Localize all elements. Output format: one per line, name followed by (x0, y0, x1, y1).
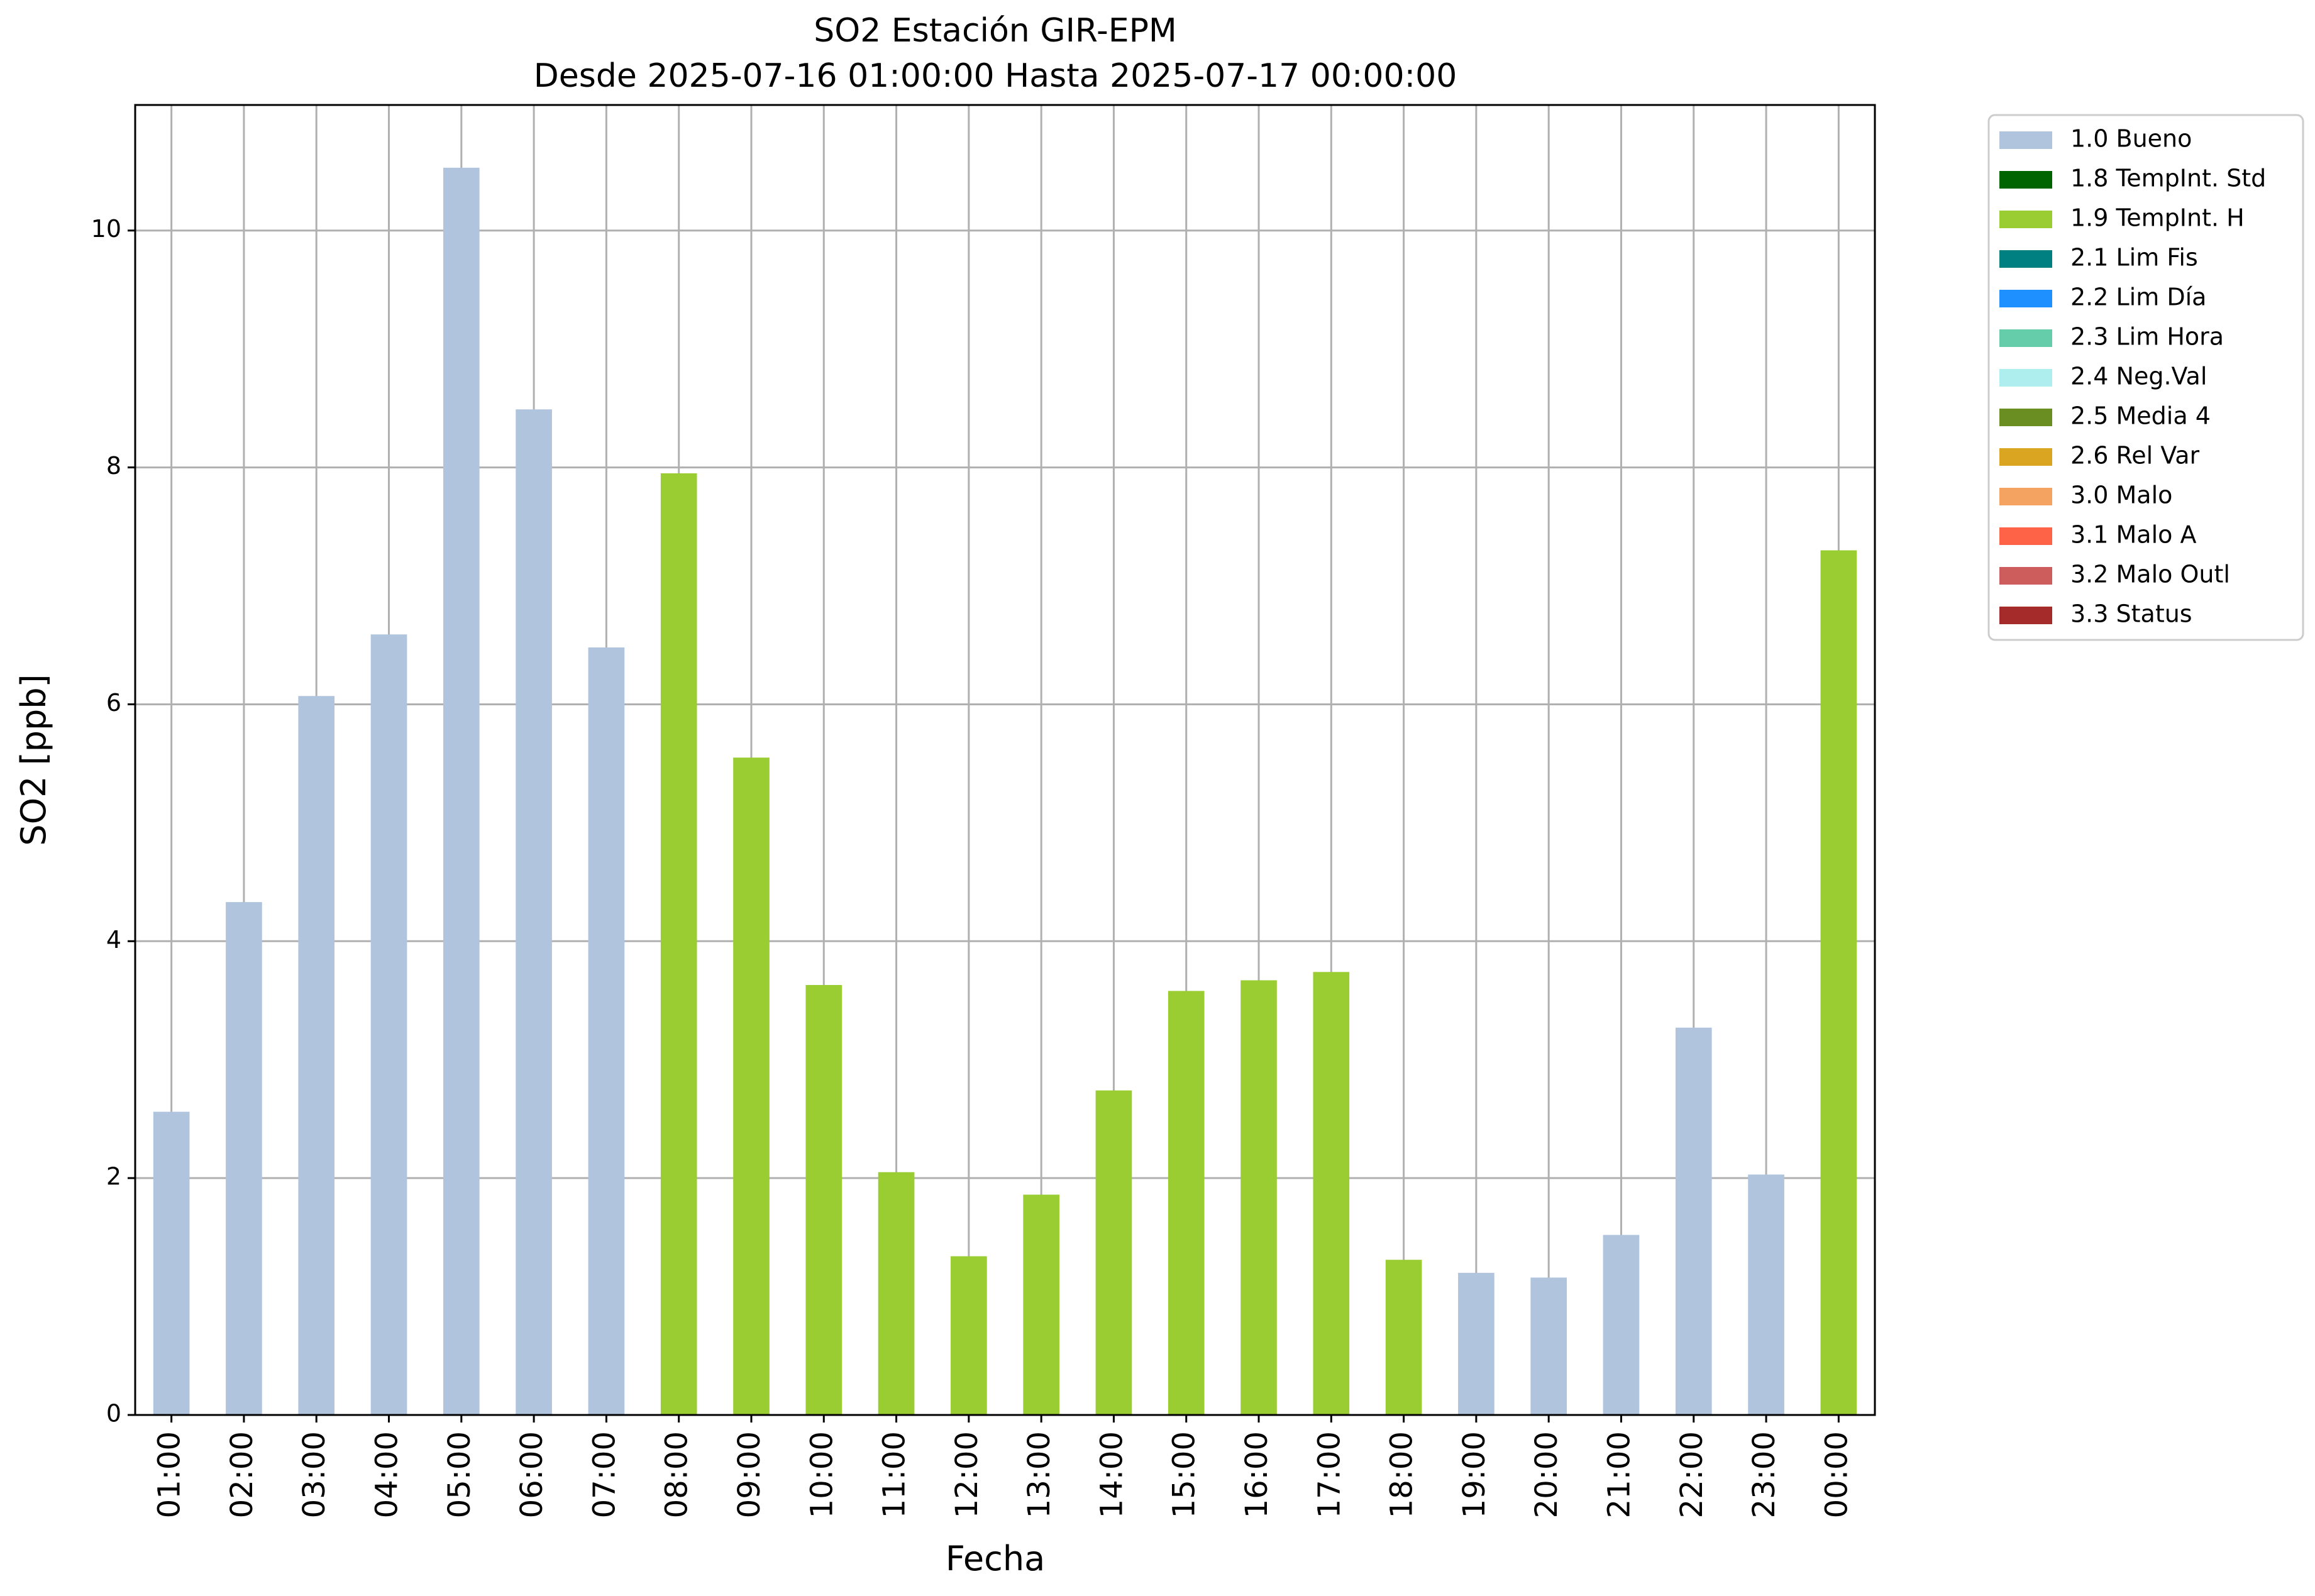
x-tick-label: 11:00 (877, 1431, 912, 1518)
bar-0100 (153, 1111, 190, 1415)
y-axis-ticks: 0 2 4 6 8 10 (91, 215, 135, 1428)
bar-0400 (370, 634, 407, 1416)
bar-1200 (951, 1256, 987, 1415)
bar-0700 (588, 647, 625, 1415)
x-tick-label: 06:00 (514, 1431, 550, 1518)
legend-label: 2.6 Rel Var (2070, 442, 2200, 470)
bar-1400 (1095, 1090, 1132, 1415)
bar-0300 (298, 696, 335, 1415)
x-tick-label: 13:00 (1022, 1431, 1057, 1518)
bar-1100 (878, 1172, 915, 1415)
x-tick-label: 04:00 (370, 1431, 405, 1518)
y-axis-label: SO2 [ppb] (14, 674, 53, 845)
x-tick-label: 19:00 (1457, 1431, 1492, 1518)
bar-0200 (226, 902, 262, 1415)
bar-1300 (1023, 1194, 1059, 1415)
legend-swatch (1999, 369, 2052, 387)
bar-2100 (1603, 1235, 1640, 1415)
bar-1600 (1240, 980, 1277, 1415)
bar-0500 (443, 167, 480, 1415)
bar-1500 (1168, 991, 1205, 1415)
legend-label: 3.2 Malo Outl (2070, 561, 2230, 588)
legend-label: 2.4 Neg.Val (2070, 363, 2207, 390)
bar-1900 (1458, 1272, 1495, 1415)
legend-swatch (1999, 211, 2052, 228)
legend-swatch (1999, 607, 2052, 624)
x-axis-label: Fecha (946, 1539, 1045, 1578)
x-tick-label: 17:00 (1312, 1431, 1347, 1518)
legend-label: 2.2 Lim Día (2070, 283, 2206, 311)
legend-frame (1987, 114, 2304, 641)
y-tick-label: 8 (106, 452, 121, 480)
x-tick-label: 01:00 (152, 1431, 187, 1518)
legend-label: 2.3 Lim Hora (2070, 323, 2224, 351)
legend-swatch (1999, 448, 2052, 466)
legend-label: 2.5 Media 4 (2070, 402, 2211, 430)
bar-1800 (1385, 1260, 1422, 1415)
legend-label: 2.1 Lim Fis (2070, 244, 2198, 272)
legend-label: 1.8 TempInt. Std (2070, 165, 2266, 192)
legend-swatch (1999, 131, 2052, 149)
x-tick-label: 16:00 (1239, 1431, 1274, 1518)
chart-title-line1: SO2 Estación GIR-EPM (814, 12, 1177, 50)
legend-swatch (1999, 567, 2052, 585)
legend-swatch (1999, 290, 2052, 307)
bar-0900 (733, 757, 770, 1415)
x-tick-label: 02:00 (224, 1431, 260, 1518)
x-tick-label: 03:00 (297, 1431, 332, 1518)
x-tick-label: 20:00 (1529, 1431, 1564, 1518)
legend-swatch (1999, 488, 2052, 505)
y-tick-label: 0 (106, 1400, 121, 1428)
y-tick-label: 2 (106, 1163, 121, 1191)
y-tick-label: 6 (106, 689, 121, 717)
bars (153, 167, 1857, 1416)
x-tick-label: 12:00 (949, 1431, 985, 1518)
x-tick-label: 15:00 (1167, 1431, 1202, 1518)
legend-label: 1.9 TempInt. H (2070, 204, 2245, 232)
x-tick-label: 10:00 (804, 1431, 839, 1518)
x-tick-label: 18:00 (1384, 1431, 1420, 1518)
x-tick-label: 07:00 (587, 1431, 622, 1518)
legend: 1.0 Bueno 1.8 TempInt. Std 1.9 TempInt. H 2… (1987, 114, 2304, 641)
bar-2200 (1675, 1027, 1712, 1415)
legend-swatch (1999, 329, 2052, 347)
plot-frame (134, 104, 1876, 1416)
x-tick-label: 09:00 (732, 1431, 767, 1518)
x-tick-label: 00:00 (1819, 1431, 1854, 1518)
bar-0000 (1820, 550, 1857, 1415)
x-axis-ticks: 01:00 02:00 03:00 04:00 05:00 06:00 07:00 08:00… (152, 1415, 1854, 1518)
x-tick-label: 05:00 (442, 1431, 477, 1518)
legend-swatch (1999, 171, 2052, 189)
bar-1000 (805, 985, 843, 1415)
bar-2300 (1748, 1174, 1784, 1415)
legend-label: 1.0 Bueno (2070, 125, 2192, 153)
legend-swatch (1999, 527, 2052, 545)
x-tick-label: 14:00 (1094, 1431, 1129, 1518)
x-tick-label: 08:00 (660, 1431, 695, 1518)
bar-2000 (1530, 1277, 1567, 1415)
chart-title-line2: Desde 2025-07-16 01:00:00 Hasta 2025-07-… (534, 57, 1457, 95)
legend-label: 3.3 Status (2070, 600, 2192, 628)
x-tick-label: 22:00 (1674, 1431, 1710, 1518)
legend-label: 3.0 Malo (2070, 482, 2172, 509)
legend-label: 3.1 Malo A (2070, 521, 2196, 549)
y-tick-label: 10 (91, 215, 121, 243)
bar-0600 (516, 409, 552, 1415)
x-tick-label: 23:00 (1747, 1431, 1782, 1518)
legend-swatch (1999, 250, 2052, 268)
bar-1700 (1313, 972, 1350, 1415)
bar-0800 (660, 473, 697, 1415)
x-tick-label: 21:00 (1601, 1431, 1637, 1518)
y-tick-label: 4 (106, 926, 121, 954)
legend-swatch (1999, 409, 2052, 426)
